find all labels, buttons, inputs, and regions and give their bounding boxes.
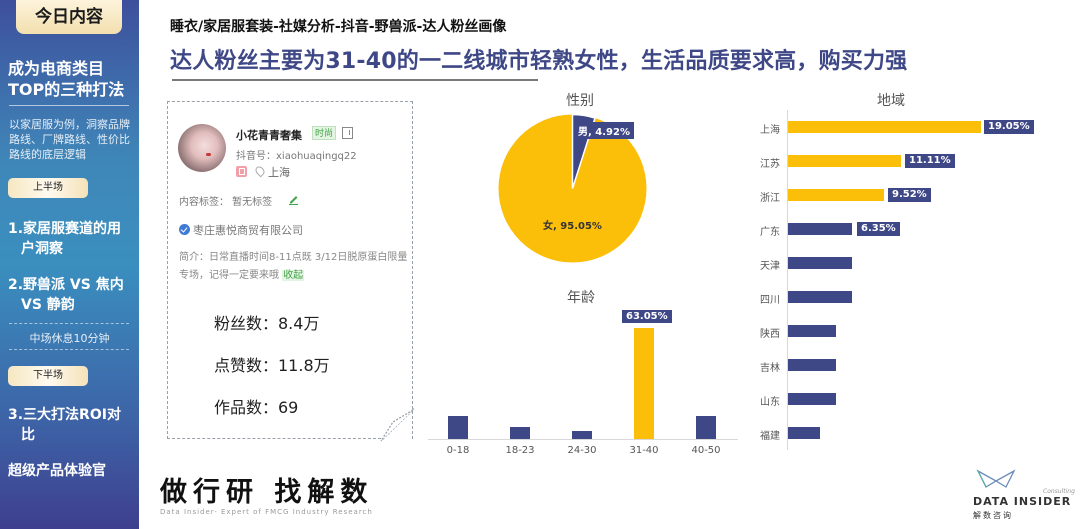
sidebar-title-line1: 成为电商类目 (8, 59, 105, 78)
age-label: 24-30 (567, 445, 597, 456)
profile-nickname: 小花青青奢集 (236, 129, 302, 142)
first-half-pill: 上半场 (8, 178, 88, 198)
region-value-label: 11.11% (905, 154, 955, 168)
profile-card-bottom-border (167, 438, 381, 439)
region-value-label: 9.52% (888, 188, 931, 202)
region-label: 福建 (760, 431, 780, 442)
age-label: 40-50 (691, 445, 721, 456)
region-label: 陕西 (760, 329, 780, 340)
region-label: 四川 (760, 295, 780, 306)
page-curl-icon (380, 408, 414, 442)
region-bar-tianjin (788, 257, 852, 269)
footer-slogan-sub: Data Insider- Expert of FMCG Industry Re… (160, 508, 373, 516)
region-bar-shaanxi (788, 325, 836, 337)
sidebar-divider (9, 105, 129, 106)
region-label: 江苏 (760, 159, 780, 170)
stat-likes: 点赞数：11.8万 (214, 356, 330, 375)
gender-male-label: 男, 4.92% (574, 122, 634, 139)
gender-chart-title: 性别 (566, 93, 594, 109)
second-half-pill: 下半场 (8, 366, 88, 386)
region-bar-sichuan (788, 291, 852, 303)
sidebar-item-2-line2: VS 静韵 (21, 297, 75, 313)
age-label: 0-18 (446, 445, 470, 456)
category-tag: 时尚 (312, 126, 337, 140)
sidebar-item-3-line1: 3.三大打法ROI对 (8, 407, 121, 423)
age-bar-24-30 (572, 431, 592, 439)
bio-collapse-link[interactable]: 收起 (282, 270, 305, 281)
sidebar: 今日内容 成为电商类目 TOP的三种打法 以家居服为例，洞察品牌路线、厂牌路线、… (0, 0, 139, 529)
region-bar-jiangsu (788, 155, 901, 167)
sidebar-divider-dashed (9, 323, 129, 324)
edit-pencil-icon[interactable] (288, 194, 299, 205)
region-label: 吉林 (760, 363, 780, 374)
age-label: 31-40 (629, 445, 659, 456)
age-label: 18-23 (505, 445, 535, 456)
headline-underline (172, 79, 538, 81)
gender-female-label: 女, 95.05% (543, 221, 602, 232)
sidebar-item-1-line2: 户洞察 (21, 241, 63, 257)
region-chart-title: 地域 (877, 93, 905, 109)
age-bar-31-40 (634, 328, 654, 439)
region-value-label: 19.05% (984, 120, 1034, 134)
region-label: 天津 (760, 261, 780, 272)
stat-works: 作品数：69 (214, 398, 299, 417)
bio-text: 简介：日常直播时间8-11点既 3/12日脱原蛋白限量专场，记得一定要来哦 (179, 252, 408, 281)
sidebar-description: 以家居服为例，洞察品牌路线、厂牌路线、性价比路线的底层逻辑 (9, 118, 130, 161)
sidebar-divider-dashed (9, 349, 129, 350)
qr-code-icon[interactable] (342, 127, 353, 139)
region-bar-shandong (788, 393, 836, 405)
age-bar-18-23 (510, 427, 530, 439)
logo-cn-text: 解数咨询 (973, 511, 1013, 520)
sidebar-title-line2: TOP的三种打法 (8, 80, 125, 99)
region-bar-shanghai (788, 121, 981, 133)
company-name: 枣庄惠悦商贸有限公司 (193, 224, 303, 237)
sidebar-item-1-line1: 1.家居服赛道的用 (8, 221, 122, 237)
region-bar-jilin (788, 359, 836, 371)
shop-badge-icon (236, 166, 247, 177)
footer-slogan: 做行研 找解数 (160, 477, 374, 508)
page-headline: 达人粉丝主要为31-40的一二线城市轻熟女性，生活品质要求高，购买力强 (170, 49, 908, 74)
region-y-axis (787, 110, 788, 450)
break-text: 中场休息10分钟 (29, 332, 110, 345)
age-x-axis (428, 439, 738, 440)
sidebar-item-4[interactable]: 超级产品体验官 (8, 463, 106, 479)
region-label: 上海 (760, 125, 780, 136)
profile-location: 上海 (268, 166, 290, 179)
logo-consulting: Consulting (1043, 488, 1075, 495)
sidebar-item-2-line1: 2.野兽派 VS 焦内 (8, 277, 124, 293)
age-value-label: 63.05% (622, 310, 672, 323)
sidebar-item-3-line2: 比 (21, 427, 35, 443)
age-chart-title: 年龄 (567, 290, 595, 306)
profile-bio: 简介：日常直播时间8-11点既 3/12日脱原蛋白限量专场，记得一定要来哦 收起 (179, 249, 409, 285)
sidebar-item-3[interactable]: 3.三大打法ROI对 比 (8, 405, 136, 445)
page-subtitle: 睡衣/家居服套装-社媒分析-抖音-野兽派-达人粉丝画像 (170, 19, 507, 35)
douyin-id: 抖音号：xiaohuaqingq22 (236, 151, 357, 162)
content-tag: 内容标签： 暂无标签 (179, 197, 273, 208)
logo-main-text: DATA INSIDER (973, 495, 1072, 508)
region-bar-zhejiang (788, 189, 884, 201)
region-label: 山东 (760, 397, 780, 408)
stat-fans: 粉丝数：8.4万 (214, 314, 320, 333)
avatar[interactable] (178, 124, 226, 172)
sidebar-item-2[interactable]: 2.野兽派 VS 焦内 VS 静韵 (8, 275, 136, 315)
verified-check-icon (179, 224, 190, 235)
age-bar-0-18 (448, 416, 468, 439)
region-value-label: 6.35% (857, 222, 900, 236)
sidebar-item-1[interactable]: 1.家居服赛道的用 户洞察 (8, 219, 136, 259)
region-label: 浙江 (760, 193, 780, 204)
sidebar-title: 成为电商类目 TOP的三种打法 (8, 58, 138, 100)
data-insider-logo-icon (976, 469, 1016, 488)
region-bar-guangdong (788, 223, 852, 235)
age-bar-40-50 (696, 416, 716, 439)
region-label: 广东 (760, 227, 780, 238)
region-bar-fujian (788, 427, 820, 439)
sidebar-header: 今日内容 (16, 0, 122, 34)
